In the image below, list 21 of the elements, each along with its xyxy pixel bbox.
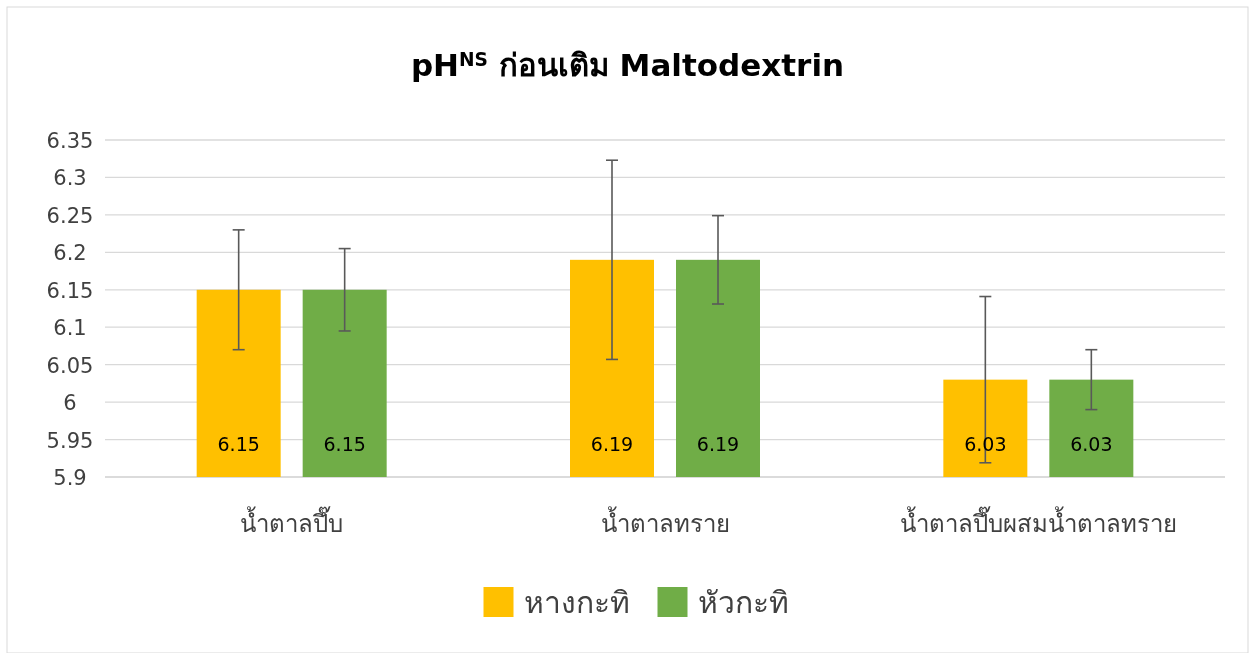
y-tick-label: 6.1 (53, 316, 87, 341)
y-tick-label: 6.25 (46, 203, 94, 228)
legend-label: หัวกะทิ (697, 585, 789, 620)
y-tick-label: 6.3 (53, 166, 87, 191)
legend-label: หางกะทิ (523, 585, 630, 620)
y-tick-label: 6 (63, 391, 77, 416)
y-tick-label: 6.05 (46, 353, 94, 378)
data-label: 6.15 (217, 433, 260, 455)
y-tick-label: 6.2 (53, 241, 87, 266)
y-tick-label: 6.35 (46, 129, 94, 153)
data-label: 6.03 (1070, 433, 1113, 455)
y-tick-label: 5.9 (53, 466, 87, 490)
x-tick-label: น้ำตาลปึ๊บผสมน้ำตาลทราย (899, 506, 1177, 538)
x-tick-label: น้ำตาลทราย (600, 506, 730, 538)
y-tick-label: 6.15 (46, 278, 94, 303)
x-tick-label: น้ำตาลปึ๊บ (240, 506, 344, 538)
data-label: 6.19 (696, 433, 740, 455)
data-label: 6.19 (590, 433, 634, 455)
chart-title: pH$^{NS}$ ก่อนเติม Maltodextrin (410, 47, 845, 83)
data-label: 6.15 (323, 433, 366, 455)
y-tick-label: 5.95 (46, 428, 94, 453)
